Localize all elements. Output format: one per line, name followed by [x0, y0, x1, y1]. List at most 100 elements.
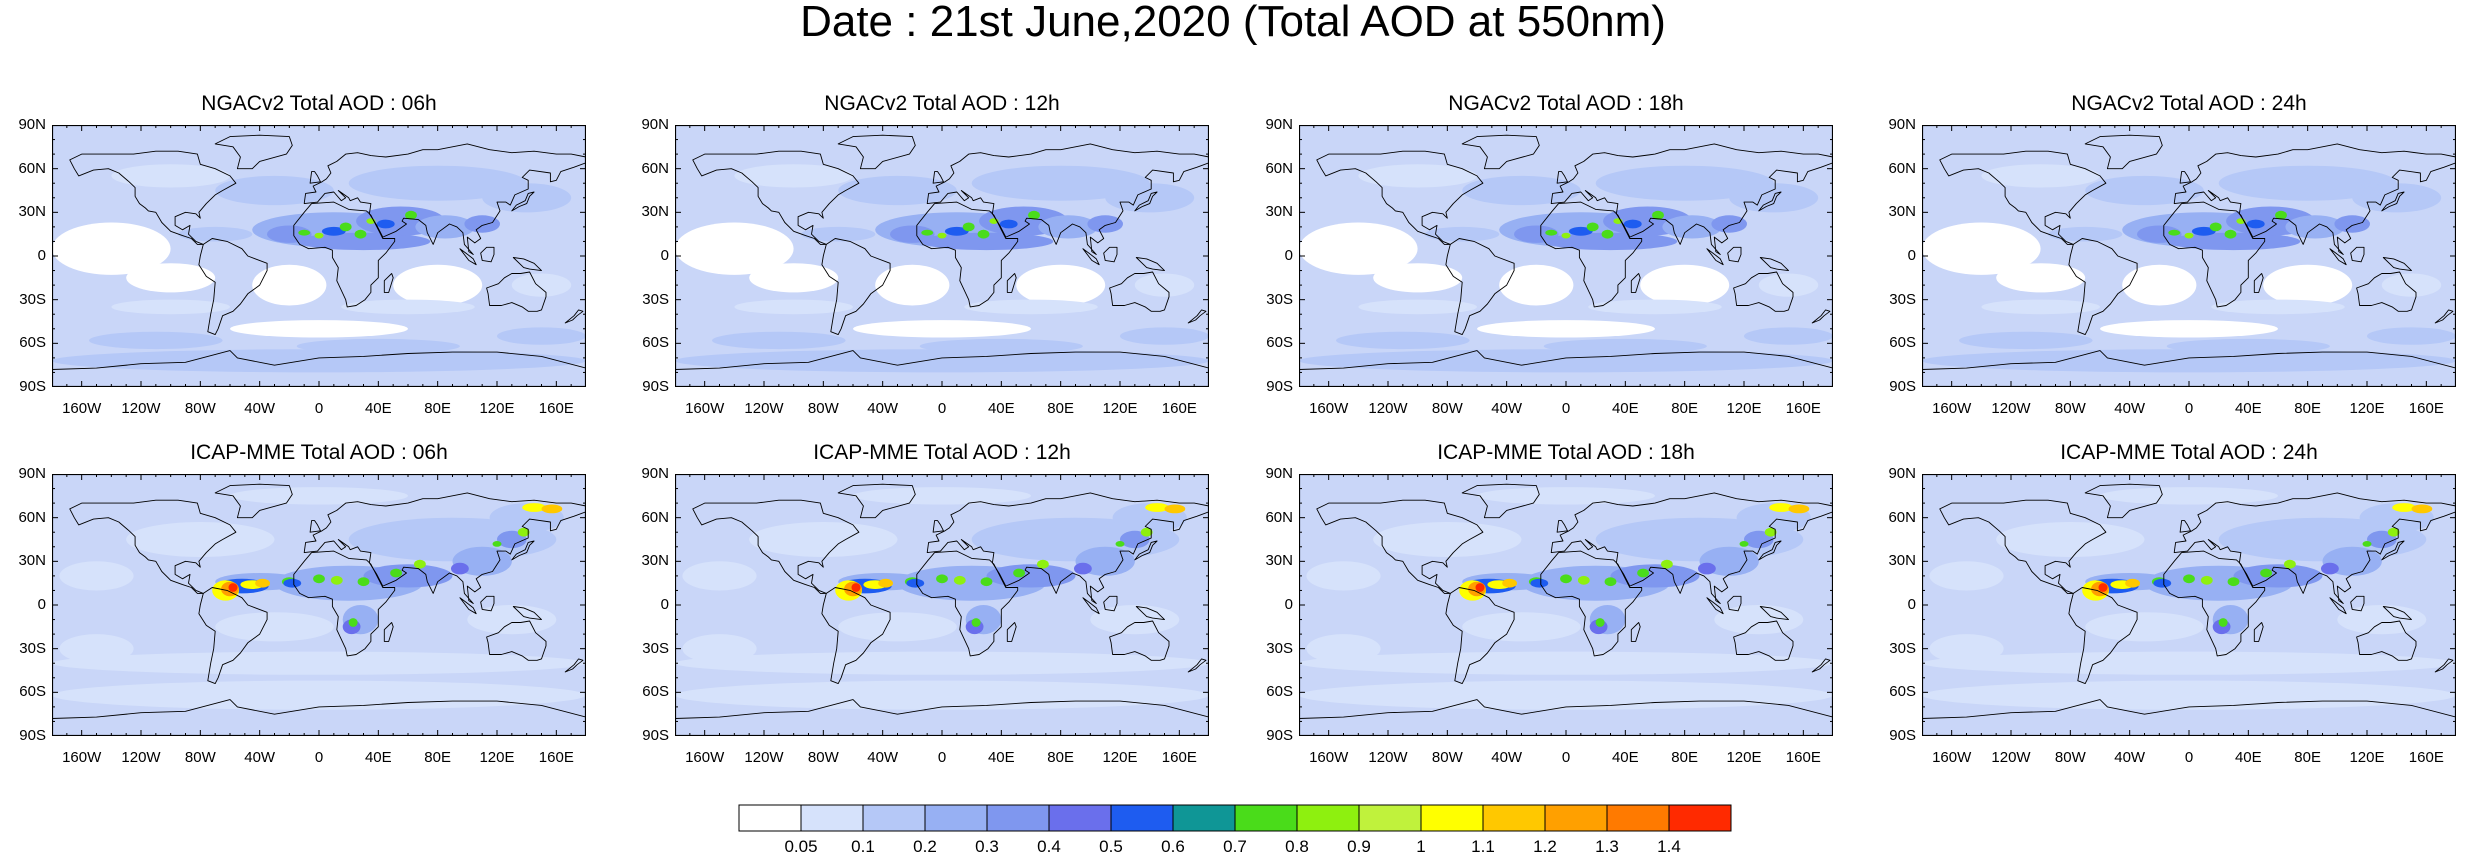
map-panel: ICAP-MME Total AOD : 24h 90N 60N 30N 0 30S 60S… [1888, 441, 2456, 766]
lon-label: 120W [1368, 400, 1408, 417]
aod-plume [313, 574, 325, 584]
lon-label: 120E [1102, 400, 1138, 417]
coastline-africa [916, 550, 1019, 657]
aod-plume [255, 578, 270, 588]
aod-plume [1336, 331, 1470, 350]
coastline-africa [1540, 201, 1643, 308]
coastline-borneo [2350, 246, 2365, 263]
coastline-north-america [69, 499, 237, 594]
panel-title: NGACv2 Total AOD : 24h [2071, 92, 2307, 115]
aod-plume [341, 299, 475, 315]
lon-label: 40E [2234, 749, 2262, 766]
aod-plume [52, 349, 586, 373]
aod-plume [298, 229, 311, 236]
coastline-new-zealand [2434, 658, 2454, 673]
map-panel: ICAP-MME Total AOD : 12h 90N 60N 30N 0 30S 60S… [641, 441, 1209, 766]
coastlines [1299, 134, 1833, 370]
colorbar-swatch [1482, 804, 1546, 832]
coastline-madagascar [1006, 273, 1017, 293]
lon-label: 120W [744, 749, 784, 766]
aod-plume [2085, 175, 2204, 206]
coastline-madagascar [2253, 273, 2264, 293]
coastline-borneo [1103, 595, 1118, 612]
coastline-british-isles [1556, 171, 1568, 184]
aod-plume [906, 578, 925, 588]
aod-plume [675, 651, 1209, 675]
colorbar-swatch [1544, 804, 1608, 832]
aod-plume [2233, 564, 2323, 588]
aod-plume [541, 504, 563, 514]
coastlines [675, 134, 1209, 370]
aod-plume [999, 219, 1018, 229]
aod-plume [467, 605, 557, 635]
lon-label: 120E [479, 749, 515, 766]
aod-plume [1577, 575, 1590, 585]
aod-plume [2048, 226, 2123, 242]
aod-plume [1758, 273, 1819, 297]
coastlines [52, 483, 586, 719]
aod-map [52, 125, 586, 387]
colorbar-swatch [1234, 804, 1298, 832]
aod-plume [1306, 634, 1381, 664]
aod-plume [1623, 219, 1642, 229]
lon-label: 160W [1309, 400, 1349, 417]
aod-plume [937, 232, 947, 239]
aod-plume [944, 226, 969, 236]
lat-label: 60N [1888, 508, 1916, 526]
aod-plume [749, 522, 898, 557]
aod-plume [838, 175, 957, 206]
colorbar-swatch [1172, 804, 1236, 832]
aod-plume [2337, 605, 2427, 635]
colorbar-label: 0.9 [1347, 837, 1371, 856]
coastline-borneo [480, 246, 495, 263]
aod-plume [1013, 568, 1025, 578]
coastline-british-isles [309, 520, 321, 533]
map-panel: NGACv2 Total AOD : 12h 90N 60N 30N 0 30S 60S 90… [641, 92, 1209, 417]
lat-label: 90N [1888, 116, 1916, 133]
aod-plume [348, 618, 358, 627]
coastline-antarctica [52, 699, 586, 719]
aod-plume [2275, 210, 2287, 220]
colorbar-swatch [1358, 804, 1422, 832]
coastline-south-america [198, 587, 268, 685]
lon-label: 120E [1726, 749, 1762, 766]
aod-plume [111, 164, 230, 188]
aod-plume [1087, 215, 1123, 233]
lon-label: 120W [1991, 749, 2031, 766]
aod-plume [2334, 215, 2370, 233]
lon-label: 0 [314, 400, 324, 417]
lon-label: 120W [1368, 749, 1408, 766]
aod-plume [2224, 229, 2237, 239]
axis-ticks [1922, 125, 2456, 387]
coastline-japan [1134, 540, 1158, 561]
coastline-antarctica [675, 699, 1209, 719]
lon-label: 160E [2408, 400, 2444, 417]
lon-label: 0 [2184, 400, 2194, 417]
aod-plume [1115, 541, 1125, 547]
coastline-north-america [1316, 499, 1484, 594]
lat-label: 0 [660, 247, 669, 264]
aod-plume [851, 583, 861, 592]
lat-label: 30N [641, 203, 669, 221]
coastline-borneo [1727, 246, 1742, 263]
lon-label: 40E [364, 400, 392, 417]
coastline-new-zealand [1187, 658, 1207, 673]
aod-plume [357, 577, 370, 587]
aod-plume [2362, 541, 2372, 547]
lat-label: 90N [18, 465, 46, 482]
map-panel: ICAP-MME Total AOD : 06h 90N 60N 30N 0 30S 60S… [18, 441, 586, 766]
aod-plume [1373, 522, 1522, 557]
aod-plume [2387, 527, 2400, 537]
coastline-antarctica [52, 350, 586, 370]
aod-plume [1120, 327, 1209, 345]
aod-plume [363, 564, 453, 588]
lon-label: 40W [2114, 400, 2146, 417]
coastline-new-zealand [564, 658, 584, 673]
aod-map [675, 474, 1209, 736]
lon-label: 80E [1671, 749, 1698, 766]
coastline-africa [916, 201, 1019, 308]
aod-plume [1922, 680, 2456, 710]
colorbar-label: 1.2 [1533, 837, 1557, 856]
lon-label: 0 [1561, 400, 1571, 417]
coastline-new-guinea [512, 606, 542, 621]
